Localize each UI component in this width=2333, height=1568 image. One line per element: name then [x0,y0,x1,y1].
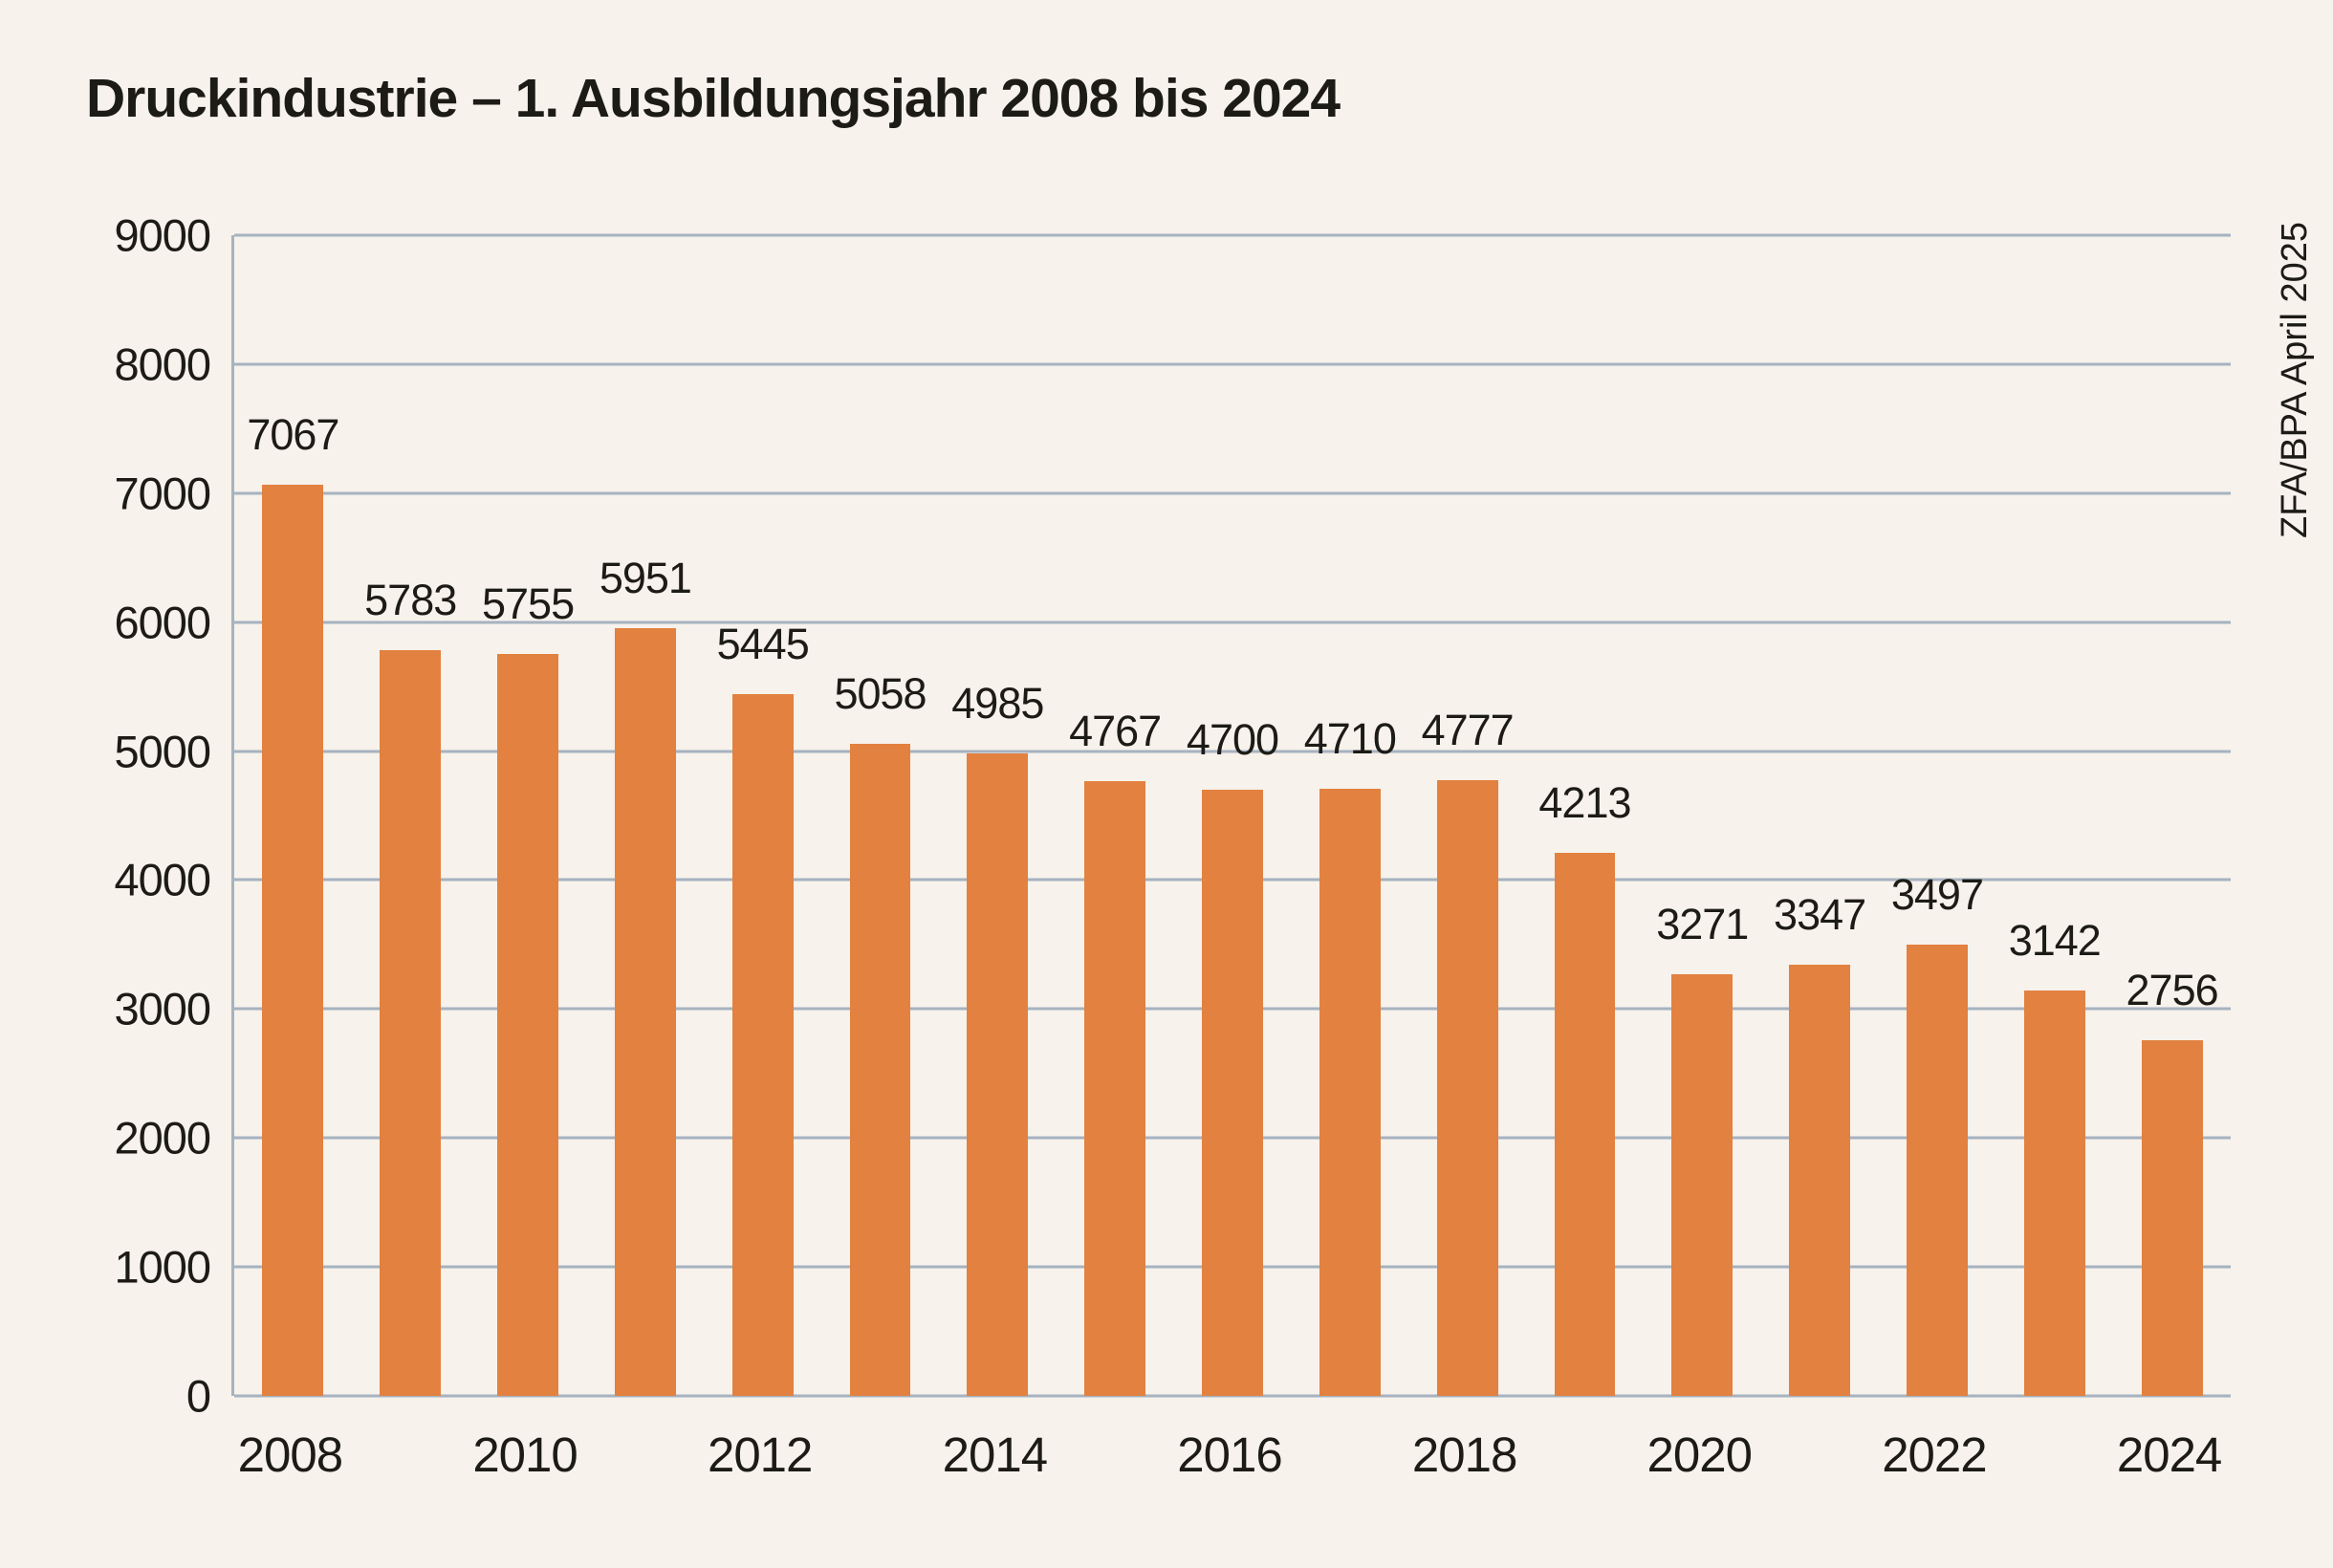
bar [1202,790,1263,1396]
bar-value-label: 3142 [2008,916,2102,966]
gridline [234,621,2231,624]
bar [497,653,558,1396]
bar [1906,945,1968,1396]
bar-slot: 3347 [1761,235,1879,1396]
y-tick-label: 5000 [114,726,211,777]
y-tick-label: 4000 [114,854,211,905]
bar [967,752,1029,1396]
bar-slot: 4213 [1526,235,1644,1396]
y-tick-label: 9000 [114,209,211,261]
bar-slot: 5058 [821,235,939,1396]
bar [1671,973,1733,1396]
bar [2141,1040,2203,1396]
bar-slot: 3271 [1644,235,1761,1396]
y-tick-label: 3000 [114,983,211,1034]
bar-value-label: 4767 [1069,707,1162,755]
x-tick-label: 2024 [2116,1427,2222,1482]
bar-value-label: 3271 [1656,899,1749,948]
bar-value-label: 4985 [951,678,1044,728]
bar-value-label: 3347 [1774,889,1866,939]
bar-slot: 3142 [1995,235,2113,1396]
y-tick-label: 1000 [114,1241,211,1293]
bar-slot: 4777 [1408,235,1526,1396]
x-tick-label: 2016 [1177,1427,1282,1482]
bar-value-label: 4777 [1421,705,1515,754]
bar-slot: 2756 [2113,235,2231,1396]
bar [1789,964,1851,1396]
bar-value-label: 5445 [716,619,810,668]
bar-value-label: 5783 [364,575,457,624]
bar-value-label: 3497 [1890,870,1984,920]
x-tick-label: 2012 [707,1427,813,1482]
bar-slot: 5951 [586,235,704,1396]
bar-value-label: 4213 [1538,777,1631,827]
bar-slot: 4767 [1057,235,1174,1396]
bar-slot: 5445 [704,235,821,1396]
bar-slot: 4985 [939,235,1057,1396]
gridline [234,750,2231,753]
chart-title: Druckindustrie – 1. Ausbildungsjahr 2008… [86,68,1341,129]
gridline [234,491,2231,495]
bar [849,743,911,1396]
bar [2023,991,2085,1396]
bar [262,484,324,1396]
y-tick-label: 2000 [114,1112,211,1164]
bar-slot: 4710 [1291,235,1408,1396]
bar-value-label: 5951 [599,554,692,603]
gridline [234,1394,2231,1398]
x-tick-label: 2018 [1411,1427,1517,1482]
bar [380,649,442,1396]
bar-slot: 4700 [1174,235,1292,1396]
bar-value-label: 4700 [1186,715,1279,765]
x-tick-label: 2008 [237,1427,343,1482]
gridline [234,362,2231,366]
y-tick-label: 7000 [114,468,211,519]
y-tick-label: 8000 [114,338,211,390]
bar [731,693,794,1396]
bar [1554,852,1616,1396]
gridline [234,233,2231,237]
bar-value-label: 4710 [1303,713,1397,763]
x-tick-label: 2020 [1646,1427,1753,1482]
bar-slot: 7067 [234,235,352,1396]
bar-slot: 3497 [1879,235,1996,1396]
y-tick-label: 6000 [114,597,211,648]
bar-slot: 5783 [352,235,469,1396]
bar-value-label: 5755 [481,578,575,628]
source-note: ZFA/BPA April 2025 [2275,222,2315,538]
bar [1436,779,1498,1396]
bar-value-label: 2756 [2126,966,2219,1015]
bar [614,628,676,1396]
x-tick-label: 2014 [942,1427,1048,1482]
y-tick-label: 0 [185,1370,211,1422]
x-tick-label: 2010 [472,1427,578,1482]
bar-value-label: 7067 [247,409,339,459]
bar-slot: 5755 [469,235,587,1396]
plot-area: 7067 5783 5755 5951 5445 5058 4985 4767 4700 4710… [231,233,2231,1398]
y-axis: 0 1000 2000 3000 4000 5000 6000 7000 8000 9000 [0,213,211,1419]
bar [1319,788,1381,1396]
x-tick-label: 2022 [1882,1427,1987,1482]
bar-value-label: 5058 [834,668,927,718]
bar [1084,781,1146,1396]
x-axis: 2008 2010 2012 2014 2016 2018 2020 2022 2024 [231,1426,2228,1493]
